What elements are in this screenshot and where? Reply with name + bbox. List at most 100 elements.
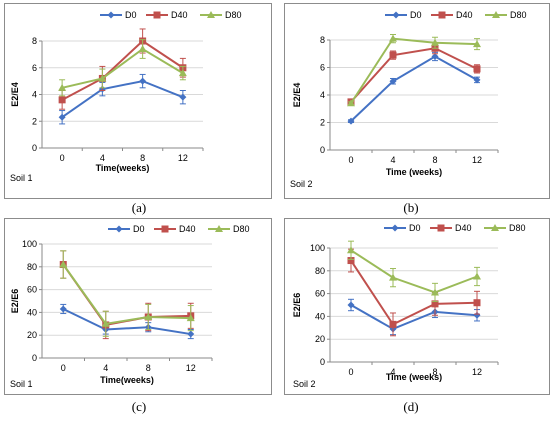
data-point bbox=[347, 257, 355, 265]
x-axis-label: Time (weeks) bbox=[386, 167, 442, 177]
y-tick-label: 20 bbox=[315, 334, 325, 344]
legend-marker bbox=[115, 225, 123, 233]
data-point bbox=[473, 272, 481, 280]
data-point bbox=[58, 113, 66, 121]
legend-entry: D80 bbox=[509, 223, 526, 233]
series-line bbox=[350, 304, 478, 331]
series-D80 bbox=[59, 250, 195, 337]
series-D80 bbox=[347, 240, 481, 303]
series-line bbox=[61, 47, 184, 89]
y-tick-label: 20 bbox=[27, 330, 37, 340]
y-axis-label: E2/E6 bbox=[292, 293, 302, 318]
soil-label: Soil 2 bbox=[293, 379, 316, 389]
x-tick-label: 4 bbox=[390, 155, 395, 165]
y-tick-label: 2 bbox=[32, 116, 37, 126]
x-tick-label: 8 bbox=[432, 155, 437, 165]
y-tick-label: 0 bbox=[320, 357, 325, 367]
legend-marker bbox=[438, 11, 446, 19]
data-point bbox=[139, 77, 147, 85]
data-point bbox=[389, 77, 397, 85]
legend-entry: D80 bbox=[233, 224, 250, 234]
panel-caption: (a) bbox=[132, 200, 146, 215]
y-tick-label: 40 bbox=[27, 307, 37, 317]
legend-marker bbox=[207, 11, 215, 18]
data-point bbox=[473, 299, 481, 307]
y-tick-label: 80 bbox=[27, 262, 37, 272]
x-tick-label: 8 bbox=[432, 367, 437, 377]
series-line bbox=[350, 259, 478, 326]
legend-marker bbox=[153, 11, 161, 19]
legend-entry: D0 bbox=[409, 223, 421, 233]
y-tick-label: 6 bbox=[32, 63, 37, 73]
chart-panel-4: 0 20 40 60 80 100 0 4 8 12 Time (weeks) E2/E6 Soil 2… bbox=[284, 218, 550, 395]
data-point bbox=[473, 76, 481, 84]
series-D80 bbox=[347, 34, 481, 107]
legend-entry: D80 bbox=[510, 10, 527, 20]
series-line bbox=[61, 80, 184, 119]
chart-panel-3: 0 20 40 60 80 100 0 4 8 12 Time(weeks) E2/E6 Soil 1 D… bbox=[4, 218, 272, 395]
x-tick-label: 4 bbox=[103, 363, 108, 373]
data-point bbox=[101, 319, 110, 327]
legend-marker bbox=[107, 11, 115, 19]
data-point bbox=[138, 45, 147, 53]
x-tick-label: 12 bbox=[186, 363, 196, 373]
data-point bbox=[389, 320, 397, 328]
y-tick-label: 6 bbox=[320, 63, 325, 73]
legend: D0 D40 D80 bbox=[108, 224, 250, 234]
data-point bbox=[178, 69, 187, 77]
data-point bbox=[431, 38, 439, 46]
x-tick-label: 0 bbox=[348, 367, 353, 377]
data-point bbox=[347, 117, 355, 125]
data-point bbox=[431, 288, 439, 296]
legend-marker bbox=[437, 224, 445, 232]
x-tick-label: 4 bbox=[100, 153, 105, 163]
series-line bbox=[62, 263, 191, 325]
y-axis-label: E2/E6 bbox=[10, 289, 20, 314]
data-point bbox=[389, 273, 397, 281]
data-point bbox=[473, 311, 481, 319]
legend-entry: D0 bbox=[125, 10, 137, 20]
series-line bbox=[350, 47, 478, 103]
legend-entry: D40 bbox=[456, 10, 473, 20]
data-point bbox=[59, 305, 67, 313]
legend-entry: D0 bbox=[133, 224, 145, 234]
y-tick-label: 2 bbox=[320, 118, 325, 128]
y-tick-label: 0 bbox=[32, 353, 37, 363]
data-point bbox=[389, 51, 397, 59]
x-axis-label: Time(weeks) bbox=[96, 163, 150, 173]
y-tick-label: 0 bbox=[320, 145, 325, 155]
x-axis-label: Time (weeks) bbox=[386, 372, 442, 382]
legend-entry: D40 bbox=[171, 10, 188, 20]
chart-panel-2: 0 2 4 6 8 0 4 8 12 Time (weeks) E2/E4 Soil 2 D0 D40 D8… bbox=[284, 3, 550, 199]
legend-entry: D40 bbox=[179, 224, 196, 234]
data-point bbox=[347, 301, 355, 309]
data-point bbox=[431, 300, 439, 308]
panel-caption: (d) bbox=[403, 399, 418, 414]
x-tick-label: 12 bbox=[178, 153, 188, 163]
y-axis-label: E2/E4 bbox=[10, 82, 20, 107]
legend-marker bbox=[161, 225, 169, 233]
data-point bbox=[473, 40, 481, 48]
panel-caption: (b) bbox=[403, 200, 418, 215]
data-point bbox=[186, 314, 195, 322]
y-tick-label: 80 bbox=[315, 266, 325, 276]
x-tick-label: 0 bbox=[60, 153, 65, 163]
data-point bbox=[59, 260, 68, 268]
legend: D0 D40 D80 bbox=[100, 10, 242, 20]
x-axis-label: Time(weeks) bbox=[100, 375, 154, 385]
y-tick-label: 100 bbox=[22, 239, 37, 249]
y-tick-label: 4 bbox=[320, 90, 325, 100]
legend-entry: D0 bbox=[410, 10, 422, 20]
series-D0 bbox=[347, 51, 481, 125]
series-line bbox=[62, 308, 191, 336]
y-tick-label: 4 bbox=[32, 90, 37, 100]
y-tick-label: 40 bbox=[315, 311, 325, 321]
y-axis-label: E2/E4 bbox=[292, 83, 302, 108]
series-D80 bbox=[58, 39, 187, 97]
x-tick-label: 8 bbox=[146, 363, 151, 373]
legend: D0 D40 D80 bbox=[384, 223, 526, 233]
legend-marker bbox=[491, 224, 499, 231]
series-line bbox=[350, 55, 478, 122]
series-line bbox=[350, 37, 478, 104]
